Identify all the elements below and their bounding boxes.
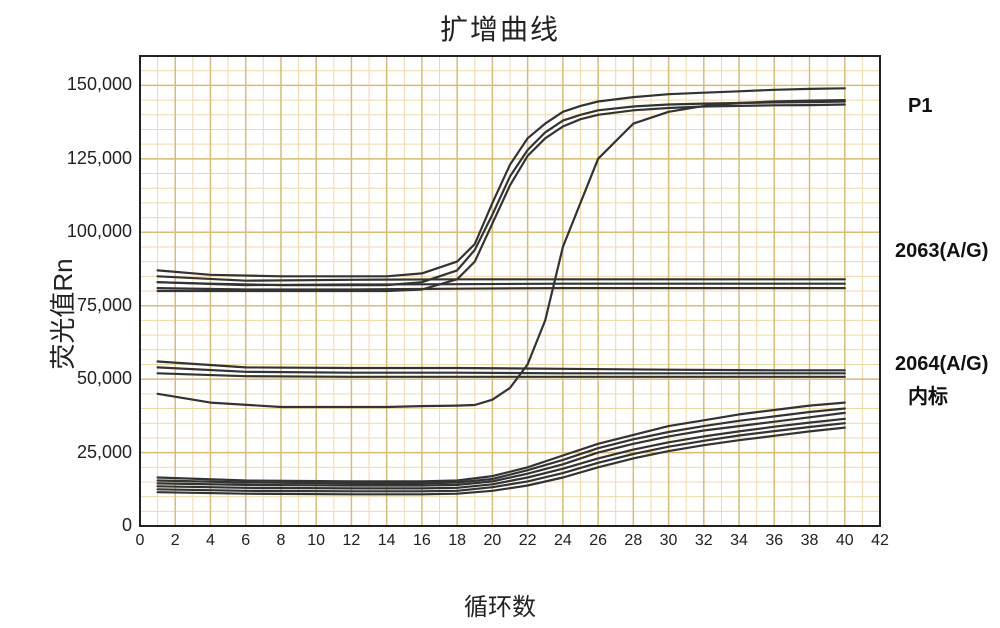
x-tick: 28 [618, 532, 648, 550]
x-tick: 22 [513, 532, 543, 550]
series-IC-flat-d [158, 419, 845, 489]
x-tick: 20 [477, 532, 507, 550]
x-tick: 4 [195, 532, 225, 550]
x-tick: 32 [689, 532, 719, 550]
chart-container: 扩增曲线 荧光值Rn 循环数 025,00050,00075,000100,00… [0, 0, 1000, 628]
x-tick: 2 [160, 532, 190, 550]
x-tick: 40 [830, 532, 860, 550]
x-tick: 26 [583, 532, 613, 550]
x-tick: 34 [724, 532, 754, 550]
series-label-s2064: 2064(A/G) [895, 353, 988, 376]
x-tick: 0 [125, 532, 155, 550]
series-label-internal: 内标 [908, 380, 948, 409]
x-tick: 30 [654, 532, 684, 550]
series-IC-rise-a [158, 100, 845, 407]
y-tick: 125,000 [62, 148, 132, 169]
y-tick: 150,000 [62, 74, 132, 95]
x-tick: 8 [266, 532, 296, 550]
series-P1-a [158, 88, 845, 276]
y-tick: 75,000 [62, 295, 132, 316]
series-IC-flat-a [158, 403, 845, 482]
x-tick: 12 [336, 532, 366, 550]
x-tick: 38 [795, 532, 825, 550]
x-tick: 14 [372, 532, 402, 550]
amplification-plot [60, 50, 980, 580]
y-tick: 0 [62, 515, 132, 536]
x-axis-label: 循环数 [0, 587, 1000, 622]
x-tick: 10 [301, 532, 331, 550]
series-label-s2063: 2063(A/G) [895, 240, 988, 263]
x-tick: 16 [407, 532, 437, 550]
chart-title: 扩增曲线 [0, 8, 1000, 48]
y-tick: 100,000 [62, 221, 132, 242]
x-tick: 24 [548, 532, 578, 550]
series-label-P1: P1 [908, 95, 932, 118]
x-tick: 36 [759, 532, 789, 550]
y-tick: 25,000 [62, 442, 132, 463]
series-2064-a [158, 362, 845, 371]
x-tick: 18 [442, 532, 472, 550]
x-tick: 42 [865, 532, 895, 550]
series-IC-flat-b [158, 409, 845, 484]
series-2063-c [158, 288, 845, 289]
y-tick: 50,000 [62, 368, 132, 389]
x-tick: 6 [231, 532, 261, 550]
